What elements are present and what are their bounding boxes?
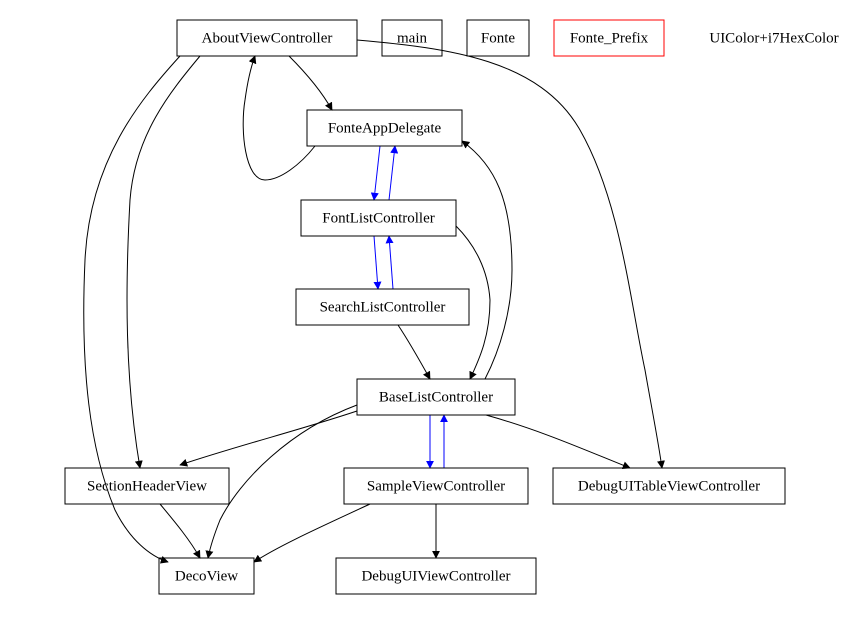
node-label: UIColor+i7HexColor: [709, 30, 838, 46]
node-SearchListController: SearchListController: [296, 289, 469, 325]
node-DecoView: DecoView: [159, 558, 254, 594]
node-Fonte_Prefix: Fonte_Prefix: [554, 20, 664, 56]
node-label: SearchListController: [320, 299, 446, 315]
edge-FontListController-to-BaseListController: [456, 226, 490, 379]
edge-SearchListController-to-FontListController: [389, 236, 393, 289]
node-label: BaseListController: [379, 389, 493, 405]
edge-FonteAppDelegate-to-AboutViewController: [243, 56, 315, 180]
node-label: FonteAppDelegate: [328, 120, 442, 136]
edge-AboutViewController-to-FonteAppDelegate: [289, 56, 332, 110]
edge-AboutViewController-to-SectionHeaderView: [127, 56, 200, 468]
edge-SectionHeaderView-to-DecoView: [160, 504, 200, 558]
node-label: DecoView: [175, 568, 238, 584]
node-SampleViewController: SampleViewController: [344, 468, 528, 504]
edge-BaseListController-to-DebugUITableViewController: [486, 415, 630, 468]
node-label: SampleViewController: [367, 478, 505, 494]
edge-SampleViewController-to-DecoView: [254, 504, 370, 562]
edge-FontListController-to-FonteAppDelegate: [389, 146, 395, 200]
edge-BaseListController-to-SectionHeaderView: [180, 411, 357, 465]
node-label: DebugUITableViewController: [578, 478, 760, 494]
node-label: DebugUIViewController: [361, 568, 510, 584]
node-label: Fonte_Prefix: [570, 30, 649, 46]
node-DebugUITableViewController: DebugUITableViewController: [553, 468, 785, 504]
node-AboutViewController: AboutViewController: [177, 20, 357, 56]
edge-FonteAppDelegate-to-FontListController: [374, 146, 380, 200]
edge-BaseListController-to-DecoView: [208, 405, 357, 558]
node-label: AboutViewController: [202, 30, 333, 46]
node-label: SectionHeaderView: [87, 478, 207, 494]
edge-SearchListController-to-BaseListController: [398, 325, 430, 379]
node-Fonte: Fonte: [467, 20, 529, 56]
node-label: main: [397, 30, 427, 46]
node-main: main: [382, 20, 442, 56]
node-label: FontListController: [322, 210, 435, 226]
node-FontListController: FontListController: [301, 200, 456, 236]
node-UIColor+i7HexColor: UIColor+i7HexColor: [709, 30, 838, 46]
node-SectionHeaderView: SectionHeaderView: [65, 468, 229, 504]
edge-BaseListController-to-FonteAppDelegate: [462, 141, 512, 379]
node-FonteAppDelegate: FonteAppDelegate: [307, 110, 462, 146]
node-label: Fonte: [481, 30, 516, 46]
node-DebugUIViewController: DebugUIViewController: [336, 558, 536, 594]
edge-FontListController-to-SearchListController: [374, 236, 378, 289]
dependency-graph: AboutViewController main Fonte Fonte_Prefix…: [0, 0, 864, 628]
node-BaseListController: BaseListController: [357, 379, 515, 415]
